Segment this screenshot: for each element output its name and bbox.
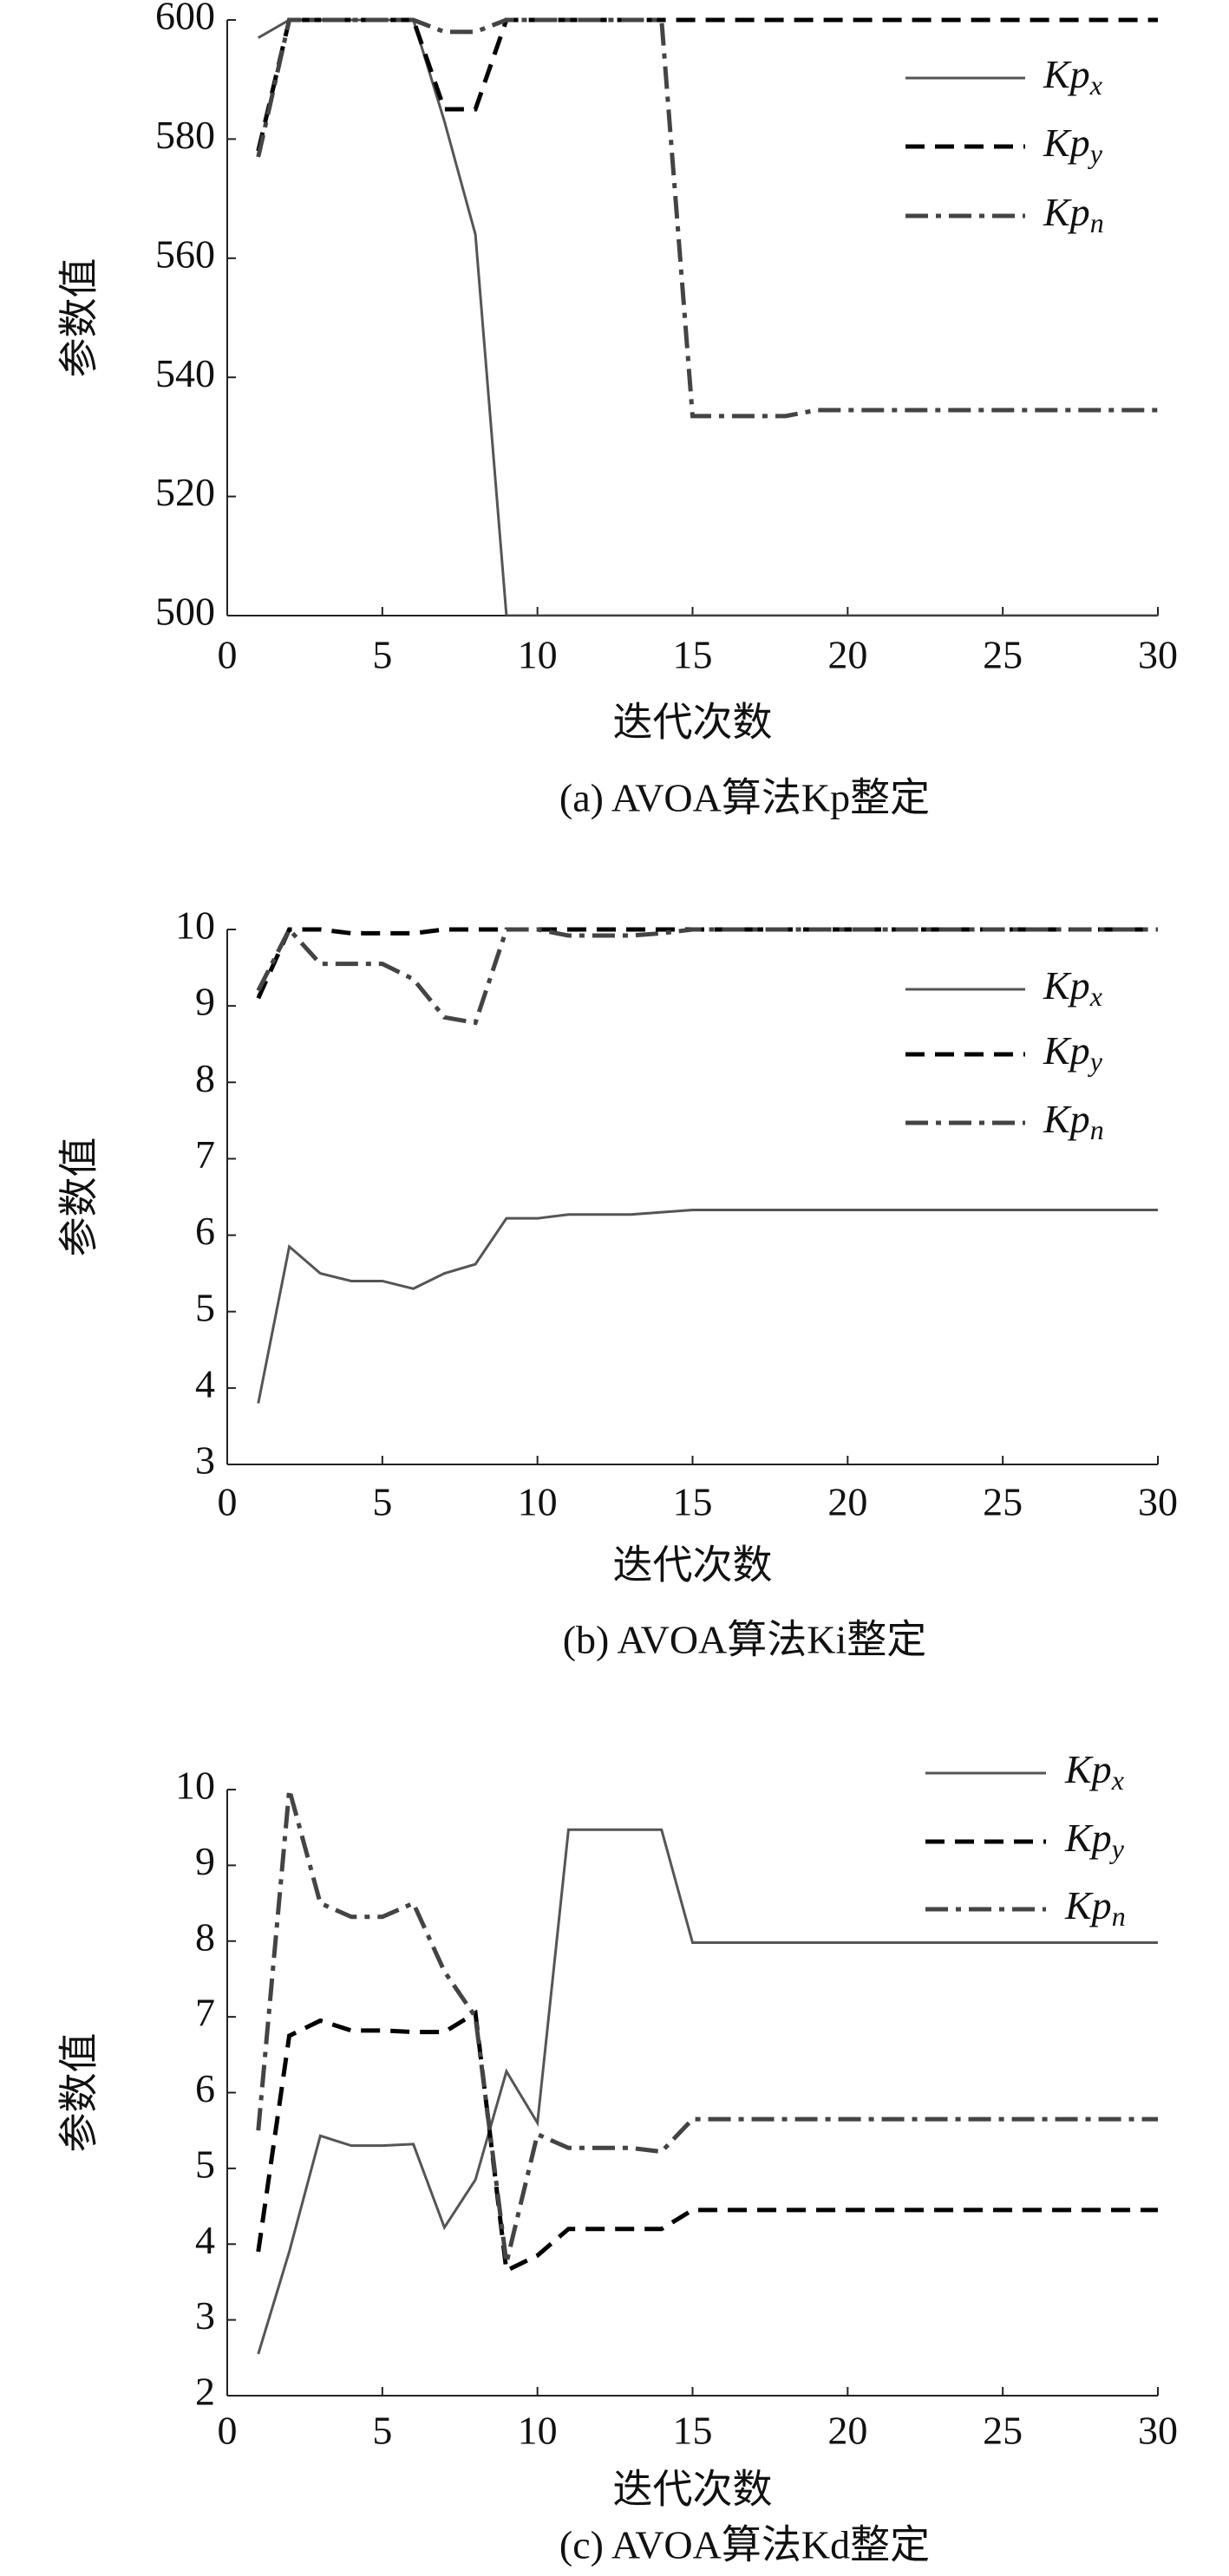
legend-label: Kpn [1043,1097,1104,1146]
series-line [258,18,1158,616]
x-tick-label: 5 [372,633,392,677]
x-tick-label: 0 [218,1480,238,1524]
legend-label: Kpy [1064,1816,1125,1865]
x-axis-label: 迭代次数 [613,2468,773,2512]
legend-label: Kpx [1043,963,1102,1013]
x-axis-label: 迭代次数 [613,1543,773,1588]
y-tick-label: 600 [155,0,215,38]
y-tick-label: 9 [195,1839,215,1883]
y-tick-label: 10 [175,1764,215,1808]
x-tick-label: 10 [518,1480,558,1524]
series-line [256,2009,1158,2274]
y-tick-label: 3 [195,1438,215,1483]
x-tick-label: 15 [673,633,713,677]
series-line [256,927,1158,1000]
x-tick-label: 25 [983,1480,1023,1524]
series-line [256,1789,1158,2264]
x-tick-label: 5 [372,1480,392,1524]
caption: (c) AVOA算法Kd整定 [559,2523,930,2567]
x-tick-label: 30 [1138,633,1178,677]
x-tick-label: 0 [218,633,238,677]
y-tick-label: 5 [195,2142,215,2186]
x-tick-label: 0 [218,2409,238,2453]
legend-label: Kpy [1043,1028,1103,1078]
y-tick-label: 4 [195,2218,215,2262]
x-tick-label: 20 [827,1480,867,1524]
series-line [257,1208,1158,1404]
y-tick-label: 8 [195,1056,215,1100]
x-tick-label: 30 [1138,1480,1178,1524]
caption: (b) AVOA算法Ki整定 [563,1618,927,1662]
legend-label: Kpx [1064,1747,1124,1797]
series-line [256,926,1158,1026]
x-tick-label: 10 [518,633,558,677]
x-tick-label: 15 [673,1480,713,1524]
y-tick-label: 540 [155,351,215,395]
y-tick-label: 6 [195,1209,215,1253]
y-axis-label: 参数值 [57,1138,101,1257]
legend-label: Kpy [1043,121,1103,170]
legend-label: Kpn [1064,1883,1126,1933]
y-tick-label: 7 [195,1991,215,2035]
x-tick-label: 15 [673,2409,713,2453]
y-axis-label: 参数值 [57,2033,101,2153]
legend-label: Kpx [1043,52,1102,101]
x-tick-label: 20 [827,2409,867,2453]
y-tick-label: 2 [195,2370,215,2414]
caption: (a) AVOA算法Kp整定 [559,776,930,820]
y-tick-label: 3 [195,2293,215,2338]
y-tick-label: 4 [195,1361,215,1405]
series-line [256,17,1158,152]
y-tick-label: 560 [155,232,215,276]
y-tick-label: 580 [155,113,215,157]
y-axis-label: 参数值 [57,258,101,378]
y-tick-label: 7 [195,1132,215,1177]
y-tick-label: 520 [155,470,215,514]
y-tick-label: 8 [195,1914,215,1959]
legend-label: Kpn [1043,190,1104,239]
series-line [256,17,1158,419]
y-tick-label: 6 [195,2066,215,2110]
y-tick-label: 5 [195,1285,215,1329]
y-tick-label: 500 [155,590,215,634]
x-tick-label: 30 [1138,2409,1178,2453]
series-line [257,1828,1158,2355]
x-tick-label: 20 [827,633,867,677]
y-tick-label: 10 [175,903,215,948]
x-axis-label: 迭代次数 [613,701,773,745]
x-tick-label: 5 [372,2409,392,2453]
x-tick-label: 25 [983,633,1023,677]
y-tick-label: 9 [195,980,215,1024]
x-tick-label: 25 [983,2409,1023,2453]
x-tick-label: 10 [518,2409,558,2453]
